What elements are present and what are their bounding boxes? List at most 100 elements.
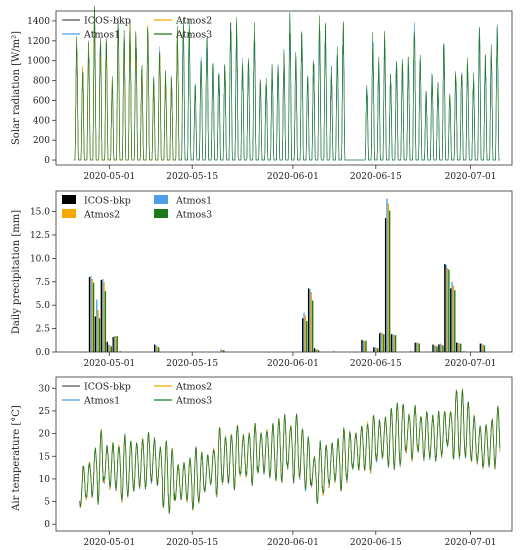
precipitation-bar <box>377 348 379 352</box>
y-tick-label: 400 <box>33 116 50 126</box>
precipitation-bar <box>386 198 388 352</box>
precipitation-bar <box>409 351 412 352</box>
precipitation-bar <box>392 334 394 352</box>
precipitation-bar <box>445 264 447 352</box>
precipitation-bar <box>90 276 92 352</box>
solar-radiation-panel: Solar radiation [W/m²] 0 200 400 600 800 1000… <box>11 5 513 182</box>
precipitation-bar <box>362 340 364 352</box>
y-tick-label: 800 <box>33 77 50 87</box>
precipitation-bar <box>103 281 105 352</box>
precipitation-bar <box>302 318 304 352</box>
precipitation-bar <box>303 312 305 352</box>
y-tick-label: 5.0 <box>36 301 51 311</box>
precipitation-bar <box>98 318 101 352</box>
solar-y-ticks: 0 200 400 600 800 1000 1200 1400 <box>27 17 56 166</box>
precipitation-bar <box>153 344 156 352</box>
x-tick-label: 2020-05-15 <box>166 172 218 182</box>
y-tick-label: 5 <box>44 498 50 508</box>
precipitation-bar <box>104 291 107 352</box>
temp-x-ticks: 2020-05-01 2020-05-15 2020-06-01 2020-06-15… <box>83 531 496 548</box>
precipitation-bar <box>379 333 381 352</box>
precipitation-bar <box>102 278 104 352</box>
air-temperature-lines <box>79 388 501 515</box>
precipitation-bar <box>460 343 462 352</box>
precipitation-bar <box>109 345 111 352</box>
y-tick-label: 12.5 <box>30 231 50 241</box>
precipitation-bar <box>106 341 108 352</box>
precipitation-bar <box>394 335 397 352</box>
precipitation-bar <box>220 349 222 352</box>
precipitation-panel: Daily precipitation [mm] 0.0 2.5 5.0 7.5 10.… <box>11 190 513 369</box>
precipitation-bar <box>380 332 382 352</box>
x-tick-label: 2020-05-01 <box>83 172 135 182</box>
precipitation-bar <box>304 315 307 352</box>
precipitation-bar <box>115 336 117 352</box>
solar-x-ticks: 2020-05-01 2020-05-15 2020-06-01 2020-06-15… <box>83 165 496 182</box>
precipitation-bar <box>363 340 366 352</box>
solar-radiation-lines <box>73 5 500 161</box>
legend-swatch <box>154 195 168 204</box>
precipitation-bar <box>454 290 456 352</box>
precipitation-bar <box>482 344 484 352</box>
legend-label: Atmos1 <box>83 396 120 407</box>
y-tick-label: 1200 <box>27 37 50 47</box>
precipitation-bar <box>436 346 438 352</box>
x-tick-label: 2020-06-15 <box>350 172 402 182</box>
y-tick-label: 10 <box>39 475 51 485</box>
precipitation-bar <box>306 321 308 352</box>
precipitation-bar <box>446 267 449 352</box>
temp-y-ticks: 0 5 10 15 20 25 30 <box>39 384 56 530</box>
precipitation-bar <box>393 335 395 352</box>
precipitation-bar <box>374 347 376 352</box>
precipitation-bar <box>307 288 310 352</box>
precipitation-bar <box>457 342 459 352</box>
x-tick-label: 2020-05-15 <box>166 359 218 369</box>
precipitation-bar <box>440 344 443 352</box>
precipitation-bar <box>450 288 452 352</box>
legend-label: Atmos3 <box>175 396 212 407</box>
precipitation-bar <box>223 350 225 352</box>
precipitation-bar <box>433 345 436 352</box>
precipitation-bar <box>100 279 103 352</box>
x-tick-label: 2020-06-15 <box>350 359 402 369</box>
x-tick-label: 2020-05-01 <box>83 359 135 369</box>
precipitation-bar <box>479 343 482 352</box>
y-tick-label: 15.0 <box>30 208 50 218</box>
precipitation-bar <box>456 342 458 352</box>
solar-series-line <box>73 17 500 161</box>
legend-label: Atmos2 <box>175 382 212 393</box>
precipitation-bar <box>439 343 441 352</box>
legend-label: Atmos1 <box>83 30 120 41</box>
precipitation-bar <box>463 351 465 352</box>
precipitation-bar <box>332 351 335 352</box>
legend-label: ICOS-bkp <box>84 16 131 27</box>
x-tick-label: 2020-06-15 <box>350 538 402 548</box>
y-tick-label: 600 <box>33 96 50 106</box>
precip-y-ticks: 0.0 2.5 5.0 7.5 10.0 12.5 15.0 <box>30 208 56 358</box>
x-tick-label: 2020-06-01 <box>267 359 319 369</box>
precipitation-bar <box>310 292 312 352</box>
solar-legend: ICOS-bkp Atmos2 Atmos1 Atmos3 <box>62 16 212 41</box>
x-tick-label: 2020-07-01 <box>445 172 497 182</box>
x-tick-label: 2020-07-01 <box>445 359 497 369</box>
precipitation-bar <box>451 281 453 352</box>
precipitation-bar <box>390 334 393 352</box>
x-tick-label: 2020-05-15 <box>166 538 218 548</box>
precipitation-bars <box>88 198 486 352</box>
y-tick-label: 10.0 <box>30 254 50 264</box>
x-tick-label: 2020-07-01 <box>445 538 497 548</box>
precipitation-bar <box>91 278 93 352</box>
y-tick-label: 0 <box>44 156 50 166</box>
precipitation-bar <box>116 336 118 352</box>
precipitation-bar <box>381 333 384 352</box>
legend-label: ICOS-bkp <box>84 382 131 393</box>
legend-label: Atmos1 <box>175 196 212 207</box>
precipitation-bar <box>444 264 446 352</box>
precipitation-bar <box>158 347 160 352</box>
precipitation-bar <box>383 334 385 352</box>
y-tick-label: 20 <box>39 430 51 440</box>
precipitation-bar <box>438 344 440 352</box>
x-tick-label: 2020-05-01 <box>83 538 135 548</box>
precipitation-bar <box>373 347 375 352</box>
